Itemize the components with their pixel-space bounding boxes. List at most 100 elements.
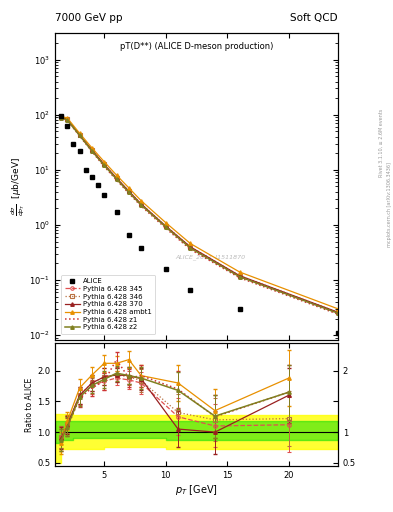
Legend: ALICE, Pythia 6.428 345, Pythia 6.428 346, Pythia 6.428 370, Pythia 6.428 ambt1,: ALICE, Pythia 6.428 345, Pythia 6.428 34… <box>61 274 155 334</box>
Pythia 6.428 345 <box>102 162 107 168</box>
Pythia 6.428 ambt1 <box>90 145 94 151</box>
Pythia 6.428 z2 <box>163 224 168 230</box>
Pythia 6.428 345 <box>163 224 168 230</box>
Pythia 6.428 345 <box>65 117 70 123</box>
Text: Soft QCD: Soft QCD <box>290 13 338 23</box>
Pythia 6.428 370 <box>65 116 70 122</box>
Pythia 6.428 345 <box>336 310 340 316</box>
Pythia 6.428 z1 <box>237 274 242 281</box>
Y-axis label: Ratio to ALICE: Ratio to ALICE <box>25 377 34 432</box>
ALICE <box>127 232 131 238</box>
Pythia 6.428 z1 <box>65 117 70 123</box>
Pythia 6.428 ambt1 <box>102 159 107 165</box>
Pythia 6.428 346 <box>139 201 143 207</box>
Pythia 6.428 z2 <box>336 310 340 316</box>
Pythia 6.428 370 <box>90 147 94 153</box>
Pythia 6.428 z1 <box>90 148 94 155</box>
Pythia 6.428 345 <box>77 133 82 139</box>
X-axis label: $p_T$ [GeV]: $p_T$ [GeV] <box>175 482 218 497</box>
Pythia 6.428 346 <box>336 309 340 315</box>
Pythia 6.428 346 <box>237 272 242 279</box>
Pythia 6.428 z1 <box>102 163 107 169</box>
Pythia 6.428 370 <box>102 161 107 167</box>
ALICE <box>77 148 82 154</box>
Pythia 6.428 370 <box>114 175 119 181</box>
Pythia 6.428 ambt1 <box>336 306 340 312</box>
Pythia 6.428 z1 <box>114 177 119 183</box>
Pythia 6.428 370 <box>59 114 64 120</box>
Line: Pythia 6.428 z2: Pythia 6.428 z2 <box>59 116 340 315</box>
ALICE <box>59 113 64 119</box>
Pythia 6.428 z2 <box>114 176 119 182</box>
Text: mcplots.cern.ch [arXiv:1306.3436]: mcplots.cern.ch [arXiv:1306.3436] <box>387 162 391 247</box>
Pythia 6.428 345 <box>139 202 143 208</box>
ALICE <box>237 306 242 312</box>
Pythia 6.428 370 <box>188 244 193 250</box>
Pythia 6.428 370 <box>163 223 168 229</box>
Pythia 6.428 z2 <box>90 148 94 154</box>
ALICE <box>65 123 70 129</box>
Line: Pythia 6.428 ambt1: Pythia 6.428 ambt1 <box>59 115 340 311</box>
Pythia 6.428 345 <box>188 245 193 251</box>
Pythia 6.428 345 <box>59 115 64 121</box>
Pythia 6.428 z2 <box>127 189 131 196</box>
Pythia 6.428 346 <box>163 223 168 229</box>
ALICE <box>90 174 94 180</box>
ALICE <box>102 192 107 198</box>
Line: Pythia 6.428 370: Pythia 6.428 370 <box>59 116 340 314</box>
ALICE <box>96 182 101 188</box>
Pythia 6.428 z1 <box>127 190 131 196</box>
Text: pT(D**) (ALICE D-meson production): pT(D**) (ALICE D-meson production) <box>120 42 273 52</box>
Pythia 6.428 370 <box>237 272 242 279</box>
Text: Rivet 3.1.10, ≥ 2.6M events: Rivet 3.1.10, ≥ 2.6M events <box>379 109 384 178</box>
Pythia 6.428 346 <box>59 114 64 120</box>
Pythia 6.428 345 <box>90 148 94 154</box>
Y-axis label: $\frac{d\sigma}{dp_T}$  [$\mu$b/GeV]: $\frac{d\sigma}{dp_T}$ [$\mu$b/GeV] <box>9 157 27 217</box>
ALICE <box>71 140 76 146</box>
Pythia 6.428 346 <box>65 116 70 122</box>
ALICE <box>336 330 340 336</box>
Pythia 6.428 z2 <box>102 162 107 168</box>
Pythia 6.428 346 <box>188 244 193 250</box>
Pythia 6.428 ambt1 <box>65 115 70 121</box>
ALICE <box>188 287 193 293</box>
Pythia 6.428 370 <box>336 309 340 315</box>
Pythia 6.428 346 <box>90 147 94 153</box>
Pythia 6.428 ambt1 <box>59 113 64 119</box>
ALICE <box>83 167 88 173</box>
Pythia 6.428 345 <box>114 176 119 182</box>
Pythia 6.428 z1 <box>77 133 82 139</box>
Pythia 6.428 ambt1 <box>188 241 193 247</box>
Pythia 6.428 z1 <box>59 115 64 121</box>
Line: Pythia 6.428 345: Pythia 6.428 345 <box>59 116 340 315</box>
ALICE <box>114 209 119 215</box>
Pythia 6.428 346 <box>102 161 107 167</box>
Line: ALICE: ALICE <box>59 114 340 335</box>
Pythia 6.428 z1 <box>139 203 143 209</box>
Pythia 6.428 z2 <box>65 117 70 123</box>
Pythia 6.428 z2 <box>139 202 143 208</box>
Pythia 6.428 z1 <box>336 311 340 317</box>
Pythia 6.428 ambt1 <box>114 172 119 178</box>
Pythia 6.428 370 <box>139 201 143 207</box>
Pythia 6.428 z2 <box>237 273 242 280</box>
Text: ALICE_2017_I1511870: ALICE_2017_I1511870 <box>176 254 246 261</box>
Pythia 6.428 345 <box>127 189 131 196</box>
Pythia 6.428 ambt1 <box>237 269 242 275</box>
Pythia 6.428 ambt1 <box>127 185 131 191</box>
Text: 7000 GeV pp: 7000 GeV pp <box>55 13 123 23</box>
Pythia 6.428 346 <box>127 188 131 194</box>
ALICE <box>139 245 143 251</box>
Pythia 6.428 ambt1 <box>139 198 143 204</box>
Pythia 6.428 ambt1 <box>163 220 168 226</box>
Pythia 6.428 370 <box>127 188 131 194</box>
Pythia 6.428 346 <box>77 132 82 138</box>
Pythia 6.428 370 <box>77 132 82 138</box>
Pythia 6.428 z1 <box>188 246 193 252</box>
Pythia 6.428 346 <box>114 175 119 181</box>
Pythia 6.428 z2 <box>188 245 193 251</box>
Line: Pythia 6.428 346: Pythia 6.428 346 <box>59 116 340 314</box>
Pythia 6.428 345 <box>237 273 242 280</box>
Line: Pythia 6.428 z1: Pythia 6.428 z1 <box>61 118 338 314</box>
Pythia 6.428 z2 <box>59 115 64 121</box>
